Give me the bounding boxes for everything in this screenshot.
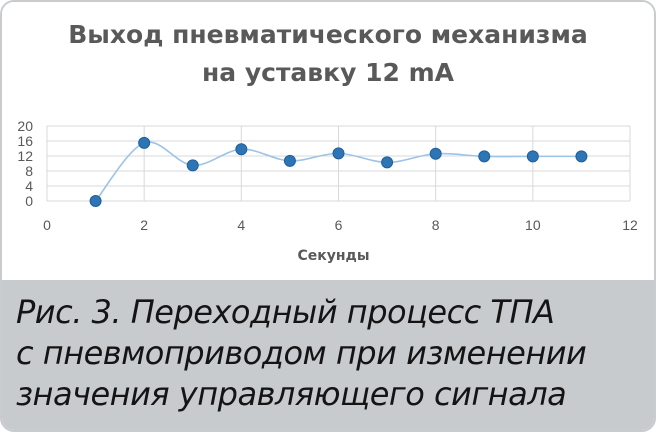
data-point bbox=[381, 156, 394, 169]
chart-title-line-1: Выход пневматического механизма bbox=[68, 20, 588, 49]
data-point bbox=[526, 150, 539, 163]
chart-title: Выход пневматического механизма на устав… bbox=[2, 16, 654, 92]
x-axis-title: Секунды bbox=[297, 248, 369, 264]
caption-line-2: с пневмоприводом при изменении bbox=[16, 334, 587, 372]
data-point bbox=[429, 147, 442, 160]
figure-caption: Рис. 3. Переходный процесс ТПА с пневмоп… bbox=[16, 292, 646, 415]
data-point bbox=[89, 195, 102, 207]
y-tick-label: 12 bbox=[17, 148, 33, 164]
y-tick-label: 8 bbox=[25, 163, 33, 179]
x-tick-label: 4 bbox=[237, 217, 245, 233]
data-point bbox=[186, 159, 199, 172]
x-tick-label: 2 bbox=[140, 217, 148, 233]
y-tick-label: 16 bbox=[17, 133, 33, 149]
y-tick-label: 0 bbox=[25, 193, 33, 209]
data-point bbox=[235, 143, 248, 156]
data-point bbox=[332, 147, 345, 160]
data-point bbox=[478, 150, 491, 163]
chart-area: Выход пневматического механизма на устав… bbox=[2, 2, 654, 280]
x-tick-label: 12 bbox=[622, 217, 638, 233]
caption-line-1: Рис. 3. Переходный процесс ТПА bbox=[16, 293, 555, 331]
x-tick-label: 8 bbox=[432, 217, 440, 233]
y-tick-label: 4 bbox=[25, 178, 33, 194]
x-tick-label: 6 bbox=[335, 217, 343, 233]
caption-area: Рис. 3. Переходный процесс ТПА с пневмоп… bbox=[2, 280, 654, 430]
caption-line-3: значения управляющего сигнала bbox=[16, 375, 567, 413]
y-tick-label: 20 bbox=[17, 118, 33, 134]
data-point bbox=[138, 136, 151, 149]
x-tick-label: 10 bbox=[525, 217, 541, 233]
data-point bbox=[283, 154, 296, 167]
data-point bbox=[575, 150, 588, 163]
x-tick-label: 0 bbox=[43, 217, 51, 233]
chart-title-line-2: на уставку 12 mA bbox=[201, 58, 454, 87]
